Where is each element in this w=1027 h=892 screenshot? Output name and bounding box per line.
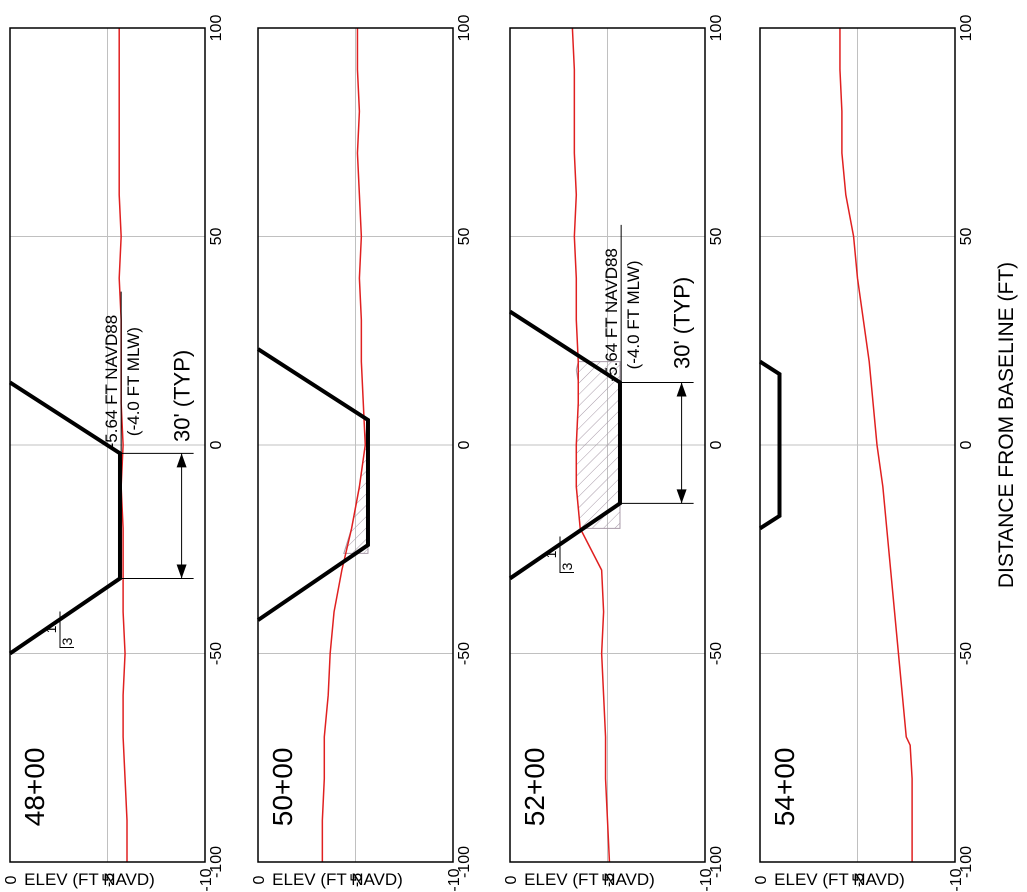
elevation-tick-label: -5 <box>601 873 618 887</box>
annotations: 30' (TYP) -5.64 FT NAVD88 (-4.0 FT MLW) 13 <box>543 224 695 573</box>
distance-tick-label: -100 <box>456 846 473 878</box>
distance-tick-label: -50 <box>958 642 975 665</box>
elevation-tick-label: -10 <box>948 868 965 891</box>
x-axis-title: DISTANCE FROM BASELINE (FT) <box>995 262 1018 588</box>
existing-ground-line <box>118 28 128 862</box>
channel-template-line <box>8 380 122 656</box>
slope-run-label: 3 <box>559 562 575 570</box>
distance-tick-label: -100 <box>708 846 725 878</box>
fill-area-hatch <box>575 361 621 529</box>
dimension-arrowhead <box>176 564 187 579</box>
slope-indicator <box>59 611 74 648</box>
channel-template-line <box>758 359 782 531</box>
elevation-tick-label: -10 <box>198 868 215 891</box>
slope-run-label: 3 <box>59 637 75 645</box>
existing-ground-line <box>839 28 913 862</box>
elevation-tick-label: -5 <box>101 873 118 887</box>
elevation-tick-label: 0 <box>753 875 770 884</box>
station-title: 54+00 <box>769 748 800 827</box>
elevation-axis-title: ELEV (FT NAVD) <box>272 870 403 889</box>
elevation-tick-label: -5 <box>851 873 868 887</box>
station-title: 48+00 <box>19 748 50 827</box>
existing-ground-line <box>321 28 367 862</box>
cross-section-52+00: 30' (TYP) -5.64 FT NAVD88 (-4.0 FT MLW) 13 5… <box>503 15 725 892</box>
distance-tick-label: 50 <box>208 228 225 246</box>
elevation-tick-label: 0 <box>503 875 520 884</box>
elevation-label-navd: -5.64 FT NAVD88 <box>102 315 121 449</box>
dimension-label: 30' (TYP) <box>670 277 695 369</box>
distance-tick-label: 50 <box>958 228 975 246</box>
elevation-axis-title: ELEV (FT NAVD) <box>774 870 905 889</box>
distance-tick-label: 0 <box>708 440 725 449</box>
cross-section-50+00: 50+00 -100 -50 0 50 100 0 -5 -10 ELEV (FT NAVD) <box>251 15 473 892</box>
distance-tick-label: 0 <box>208 440 225 449</box>
existing-ground-line <box>571 27 611 863</box>
distance-tick-label: 0 <box>958 440 975 449</box>
cross-section-54+00: 54+00 -100 -50 0 50 100 0 -5 -10 ELEV (FT NAVD) <box>753 15 975 892</box>
dimension-arrowhead <box>676 382 687 397</box>
distance-tick-label: -100 <box>208 846 225 878</box>
elevation-axis-title: ELEV (FT NAVD) <box>524 870 655 889</box>
elevation-tick-label: -5 <box>349 873 366 887</box>
station-title: 52+00 <box>519 748 550 827</box>
elevation-tick-label: 0 <box>251 875 268 884</box>
dimension-arrowhead <box>176 453 187 468</box>
channel-template-line <box>256 347 370 622</box>
distance-tick-label: 0 <box>456 440 473 449</box>
slope-rise-label: 1 <box>543 550 559 558</box>
distance-tick-label: 50 <box>456 228 473 246</box>
distance-tick-label: -50 <box>708 642 725 665</box>
station-title: 50+00 <box>267 748 298 827</box>
elevation-tick-label: 0 <box>3 875 20 884</box>
distance-tick-label: -100 <box>958 846 975 878</box>
elevation-tick-label: -10 <box>446 868 463 891</box>
distance-tick-label: -50 <box>208 642 225 665</box>
panel-frame <box>759 27 956 863</box>
slope-indicator <box>559 536 574 573</box>
elevation-label-navd: -5.64 FT NAVD88 <box>602 248 621 382</box>
elevation-label-mlw: (-4.0 FT MLW) <box>624 260 643 369</box>
elevation-tick-label: -10 <box>698 868 715 891</box>
elevation-axis-title: ELEV (FT NAVD) <box>24 870 155 889</box>
cross-section-48+00: 30' (TYP) -5.64 FT NAVD88 (-4.0 FT MLW) 13 4… <box>3 15 225 892</box>
dimension-label: 30' (TYP) <box>170 350 195 442</box>
cross-section-panels: 30' (TYP)-5.64 FT NAVD88 (-4.0 FT MLW)134… <box>3 15 975 892</box>
dimension-arrowhead <box>676 489 687 504</box>
distance-tick-label: 100 <box>456 15 473 42</box>
elevation-label-mlw: (-4.0 FT MLW) <box>124 327 143 436</box>
panel-frame <box>509 27 706 863</box>
panel-frame <box>9 27 206 863</box>
distance-tick-label: 100 <box>958 15 975 42</box>
distance-tick-label: -50 <box>456 642 473 665</box>
distance-tick-label: 50 <box>708 228 725 246</box>
panel-frame <box>257 27 454 863</box>
slope-rise-label: 1 <box>43 625 59 633</box>
annotations: 30' (TYP) -5.64 FT NAVD88 (-4.0 FT MLW) 13 <box>43 291 195 648</box>
distance-tick-label: 100 <box>208 15 225 42</box>
distance-tick-label: 100 <box>708 15 725 42</box>
channel-template-line <box>508 309 622 581</box>
